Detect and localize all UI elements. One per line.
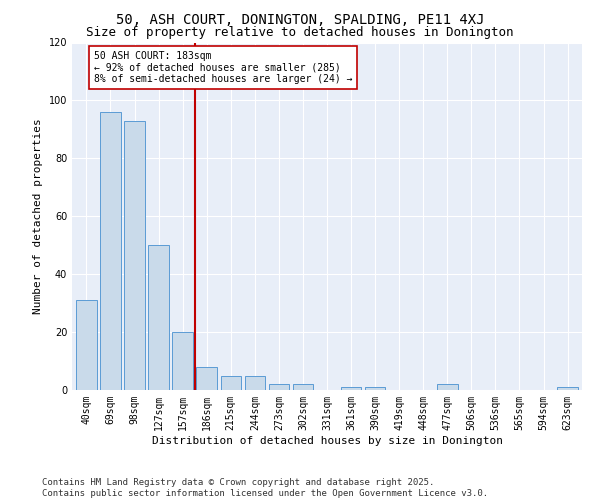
Text: Contains HM Land Registry data © Crown copyright and database right 2025.
Contai: Contains HM Land Registry data © Crown c…: [42, 478, 488, 498]
Bar: [437, 384, 458, 390]
X-axis label: Distribution of detached houses by size in Donington: Distribution of detached houses by size …: [151, 436, 503, 446]
Bar: [196, 367, 217, 390]
Bar: [365, 387, 385, 390]
Bar: [341, 387, 361, 390]
Bar: [148, 245, 169, 390]
Bar: [172, 332, 193, 390]
Bar: [557, 387, 578, 390]
Text: 50 ASH COURT: 183sqm
← 92% of detached houses are smaller (285)
8% of semi-detac: 50 ASH COURT: 183sqm ← 92% of detached h…: [94, 51, 352, 84]
Bar: [124, 120, 145, 390]
Y-axis label: Number of detached properties: Number of detached properties: [33, 118, 43, 314]
Bar: [100, 112, 121, 390]
Bar: [76, 300, 97, 390]
Bar: [293, 384, 313, 390]
Text: 50, ASH COURT, DONINGTON, SPALDING, PE11 4XJ: 50, ASH COURT, DONINGTON, SPALDING, PE11…: [116, 12, 484, 26]
Text: Size of property relative to detached houses in Donington: Size of property relative to detached ho…: [86, 26, 514, 39]
Bar: [269, 384, 289, 390]
Bar: [245, 376, 265, 390]
Bar: [221, 376, 241, 390]
